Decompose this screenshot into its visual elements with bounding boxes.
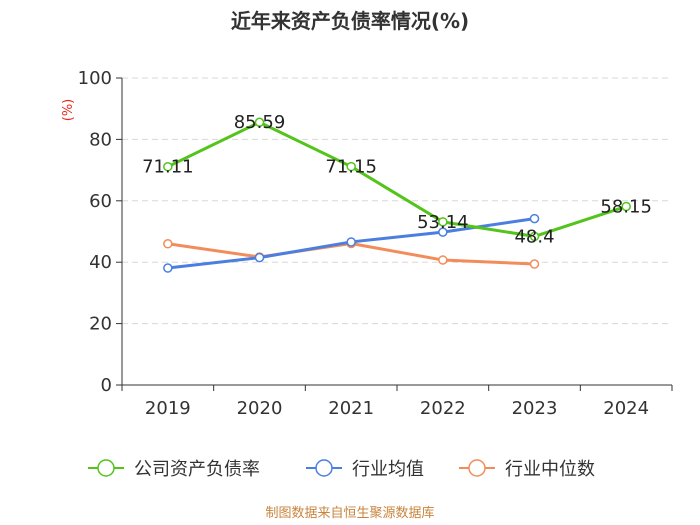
grid-lines bbox=[122, 77, 672, 325]
data-point bbox=[529, 213, 540, 224]
data-label: 71.11 bbox=[142, 157, 194, 178]
y-tick-label: 0 bbox=[101, 375, 112, 396]
data-point bbox=[529, 259, 540, 269]
data-point bbox=[254, 252, 265, 263]
legend-marker-icon bbox=[315, 459, 333, 477]
data-label: 48.4 bbox=[514, 226, 554, 247]
data-label: 58.15 bbox=[600, 196, 652, 217]
data-point bbox=[438, 227, 448, 237]
series-公司资产负债率 bbox=[163, 117, 631, 242]
data-label: 85.59 bbox=[234, 112, 286, 133]
y-tick-label: 40 bbox=[89, 252, 112, 273]
data-point bbox=[163, 161, 173, 172]
data-point bbox=[346, 237, 356, 247]
y-tick-label: 20 bbox=[89, 314, 112, 335]
series-行业均值 bbox=[163, 213, 540, 273]
data-point bbox=[621, 201, 631, 212]
axes: 0 20 40 60 80 100 2019 2020 2021 2022 2023 2024 bbox=[78, 68, 673, 419]
legend-item[interactable]: 公司资产负债率 bbox=[88, 459, 260, 480]
series-lines bbox=[163, 117, 631, 273]
legend[interactable]: 公司资产负债率 行业均值 行业中位数 bbox=[88, 459, 595, 480]
data-point bbox=[438, 217, 448, 227]
legend-label: 公司资产负债率 bbox=[134, 459, 260, 480]
chart-title: 近年来资产负债率情况(%) bbox=[231, 9, 469, 33]
data-label: 53.14 bbox=[417, 212, 469, 233]
y-tick-label: 100 bbox=[78, 68, 112, 89]
data-point bbox=[163, 263, 173, 273]
source-note: 制图数据来自恒生聚源数据库 bbox=[265, 505, 434, 521]
legend-marker-icon bbox=[468, 459, 486, 477]
legend-item[interactable]: 行业中位数 bbox=[459, 459, 595, 480]
x-tick-label: 2024 bbox=[603, 398, 649, 419]
legend-item[interactable]: 行业均值 bbox=[306, 459, 424, 480]
y-tick-label: 60 bbox=[89, 191, 112, 212]
x-tick-label: 2023 bbox=[512, 398, 558, 419]
x-tick-label: 2021 bbox=[328, 398, 374, 419]
data-point bbox=[346, 161, 356, 172]
data-point bbox=[163, 239, 173, 249]
legend-marker-icon bbox=[97, 459, 115, 477]
y-tick-label: 80 bbox=[89, 129, 112, 150]
data-labels: 71.11 85.59 71.15 53.14 48.4 58.15 bbox=[142, 112, 652, 247]
x-tick-label: 2020 bbox=[237, 398, 283, 419]
x-tick-label: 2019 bbox=[145, 398, 191, 419]
y-axis-label: (%) bbox=[61, 99, 76, 122]
data-point bbox=[529, 231, 540, 242]
data-point bbox=[438, 255, 448, 265]
legend-label: 行业均值 bbox=[352, 459, 424, 480]
data-label: 71.15 bbox=[325, 157, 377, 178]
legend-label: 行业中位数 bbox=[505, 459, 595, 480]
data-point bbox=[254, 117, 265, 127]
series-line bbox=[167, 120, 627, 238]
x-tick-label: 2022 bbox=[420, 398, 466, 419]
